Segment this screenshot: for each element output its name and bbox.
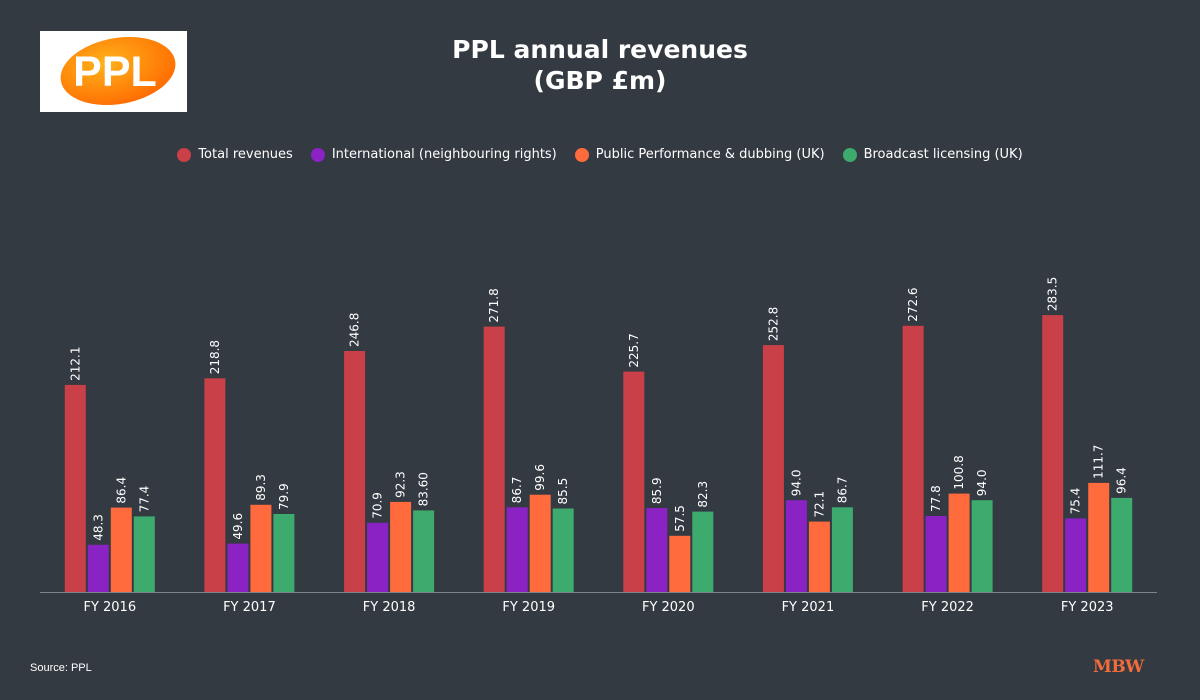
- bar[interactable]: [64, 384, 86, 592]
- chart-subtitle: (GBP £m): [533, 66, 667, 95]
- bar[interactable]: [227, 543, 249, 592]
- x-tick-label: FY 2018: [363, 600, 416, 615]
- data-label: 272.6: [906, 287, 920, 321]
- data-label: 94.0: [789, 469, 803, 496]
- data-label: 94.0: [975, 469, 989, 496]
- bar[interactable]: [623, 371, 645, 592]
- data-label: 246.8: [348, 313, 362, 347]
- x-tick-label: FY 2019: [502, 600, 555, 615]
- bar[interactable]: [692, 511, 714, 592]
- chart-title: PPL annual revenues: [452, 35, 748, 64]
- legend-marker: [842, 147, 857, 162]
- bar[interactable]: [110, 507, 132, 592]
- x-tick-label: FY 2020: [642, 600, 695, 615]
- legend-label: Broadcast licensing (UK): [863, 147, 1023, 162]
- legend-marker: [177, 147, 192, 162]
- legend-label: Total revenues: [198, 147, 293, 162]
- bar[interactable]: [483, 326, 505, 592]
- data-label: 77.4: [137, 486, 151, 513]
- bar[interactable]: [413, 510, 435, 592]
- data-label: 92.3: [394, 471, 408, 498]
- bar[interactable]: [971, 500, 993, 592]
- bar[interactable]: [506, 507, 528, 592]
- ppl-logo-text: PPL: [73, 48, 157, 96]
- data-label: 89.3: [254, 474, 268, 501]
- ppl-logo: PPL: [40, 31, 187, 112]
- mbw-brand: MBW: [1093, 657, 1144, 677]
- data-label: 283.5: [1046, 277, 1060, 311]
- legend-item-1[interactable]: Total revenues: [177, 147, 293, 162]
- legend-item-4[interactable]: Broadcast licensing (UK): [842, 147, 1023, 162]
- data-label: 111.7: [1092, 445, 1106, 479]
- data-label: 218.8: [208, 340, 222, 374]
- data-label: 252.8: [766, 307, 780, 341]
- data-label: 49.6: [231, 513, 245, 540]
- x-tick-label: FY 2021: [782, 600, 835, 615]
- x-tick-label: FY 2022: [921, 600, 974, 615]
- bar[interactable]: [1111, 497, 1133, 592]
- data-label: 86.7: [835, 477, 849, 504]
- data-label: 86.4: [114, 477, 128, 504]
- bar[interactable]: [925, 516, 947, 592]
- legend-label: Public Performance & dubbing (UK): [595, 147, 825, 162]
- data-label: 212.1: [68, 347, 82, 381]
- data-label: 79.9: [277, 483, 291, 510]
- data-label: 57.5: [673, 505, 687, 532]
- legend-label: International (neighbouring rights): [331, 147, 557, 162]
- bar[interactable]: [87, 544, 109, 592]
- data-label: 225.7: [627, 333, 641, 367]
- data-label: 85.5: [556, 478, 570, 505]
- data-label: 77.8: [929, 485, 943, 512]
- bar[interactable]: [367, 522, 389, 592]
- data-label: 72.1: [812, 491, 826, 518]
- bar[interactable]: [646, 508, 668, 592]
- data-label: 48.3: [91, 514, 105, 541]
- data-label: 99.6: [533, 464, 547, 491]
- legend-marker: [574, 147, 589, 162]
- x-tick-label: FY 2017: [223, 600, 276, 615]
- data-label: 75.4: [1069, 488, 1083, 515]
- chart-legend: Total revenues International (neighbourin…: [0, 147, 1200, 162]
- legend-marker: [310, 147, 325, 162]
- bar[interactable]: [1042, 315, 1064, 592]
- bar[interactable]: [902, 325, 924, 592]
- bar[interactable]: [808, 521, 830, 592]
- legend-item-2[interactable]: International (neighbouring rights): [310, 147, 557, 162]
- data-label: 83.60: [417, 472, 431, 506]
- data-label: 100.8: [952, 455, 966, 489]
- ppl-logo-mark: PPL: [60, 36, 176, 106]
- data-label: 271.8: [487, 288, 501, 322]
- bar[interactable]: [552, 508, 574, 593]
- source-note: Source: PPL: [30, 662, 92, 674]
- bar[interactable]: [785, 500, 807, 592]
- x-tick-label: FY 2023: [1061, 600, 1114, 615]
- bar[interactable]: [1088, 482, 1110, 592]
- bar[interactable]: [133, 516, 155, 592]
- bar[interactable]: [1065, 518, 1087, 592]
- bar[interactable]: [669, 535, 691, 592]
- bar[interactable]: [948, 493, 970, 592]
- data-label: 85.9: [650, 477, 664, 504]
- data-label: 86.7: [510, 477, 524, 504]
- x-tick-label: FY 2016: [83, 600, 136, 615]
- bar[interactable]: [273, 514, 295, 592]
- data-label: 70.9: [371, 492, 385, 519]
- bar[interactable]: [250, 504, 272, 592]
- data-label: 82.3: [696, 481, 710, 508]
- bar[interactable]: [344, 351, 366, 592]
- bar[interactable]: [762, 345, 784, 592]
- bar[interactable]: [390, 501, 412, 592]
- chart-title-block: PPL annual revenues (GBP £m): [300, 34, 900, 96]
- bar[interactable]: [831, 507, 853, 592]
- data-label: 96.4: [1115, 467, 1129, 494]
- bar[interactable]: [529, 494, 551, 592]
- bar[interactable]: [204, 378, 226, 592]
- legend-item-3[interactable]: Public Performance & dubbing (UK): [574, 147, 825, 162]
